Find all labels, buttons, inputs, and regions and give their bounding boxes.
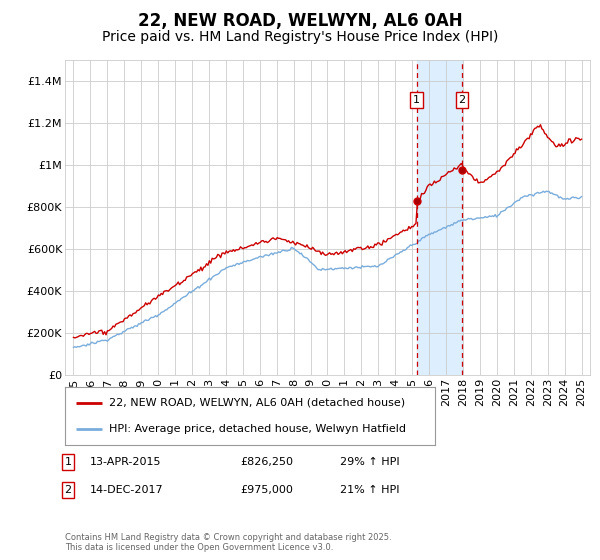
Text: 2: 2 [64, 485, 71, 495]
Text: 22, NEW ROAD, WELWYN, AL6 0AH: 22, NEW ROAD, WELWYN, AL6 0AH [137, 12, 463, 30]
Bar [417, 60, 462, 375]
Text: £975,000: £975,000 [240, 485, 293, 495]
Text: 2: 2 [458, 95, 466, 105]
Text: 1: 1 [65, 457, 71, 467]
Text: 21% ↑ HPI: 21% ↑ HPI [340, 485, 400, 495]
Text: Price paid vs. HM Land Registry's House Price Index (HPI): Price paid vs. HM Land Registry's House … [102, 30, 498, 44]
Text: Contains HM Land Registry data © Crown copyright and database right 2025.
This d: Contains HM Land Registry data © Crown c… [65, 533, 392, 552]
Text: HPI: Average price, detached house, Welwyn Hatfield: HPI: Average price, detached house, Welw… [109, 424, 406, 435]
Text: 13-APR-2015: 13-APR-2015 [90, 457, 161, 467]
Text: 29% ↑ HPI: 29% ↑ HPI [340, 457, 400, 467]
Text: 1: 1 [413, 95, 420, 105]
Text: £826,250: £826,250 [240, 457, 293, 467]
Text: 22, NEW ROAD, WELWYN, AL6 0AH (detached house): 22, NEW ROAD, WELWYN, AL6 0AH (detached … [109, 398, 406, 408]
Text: 14-DEC-2017: 14-DEC-2017 [90, 485, 164, 495]
